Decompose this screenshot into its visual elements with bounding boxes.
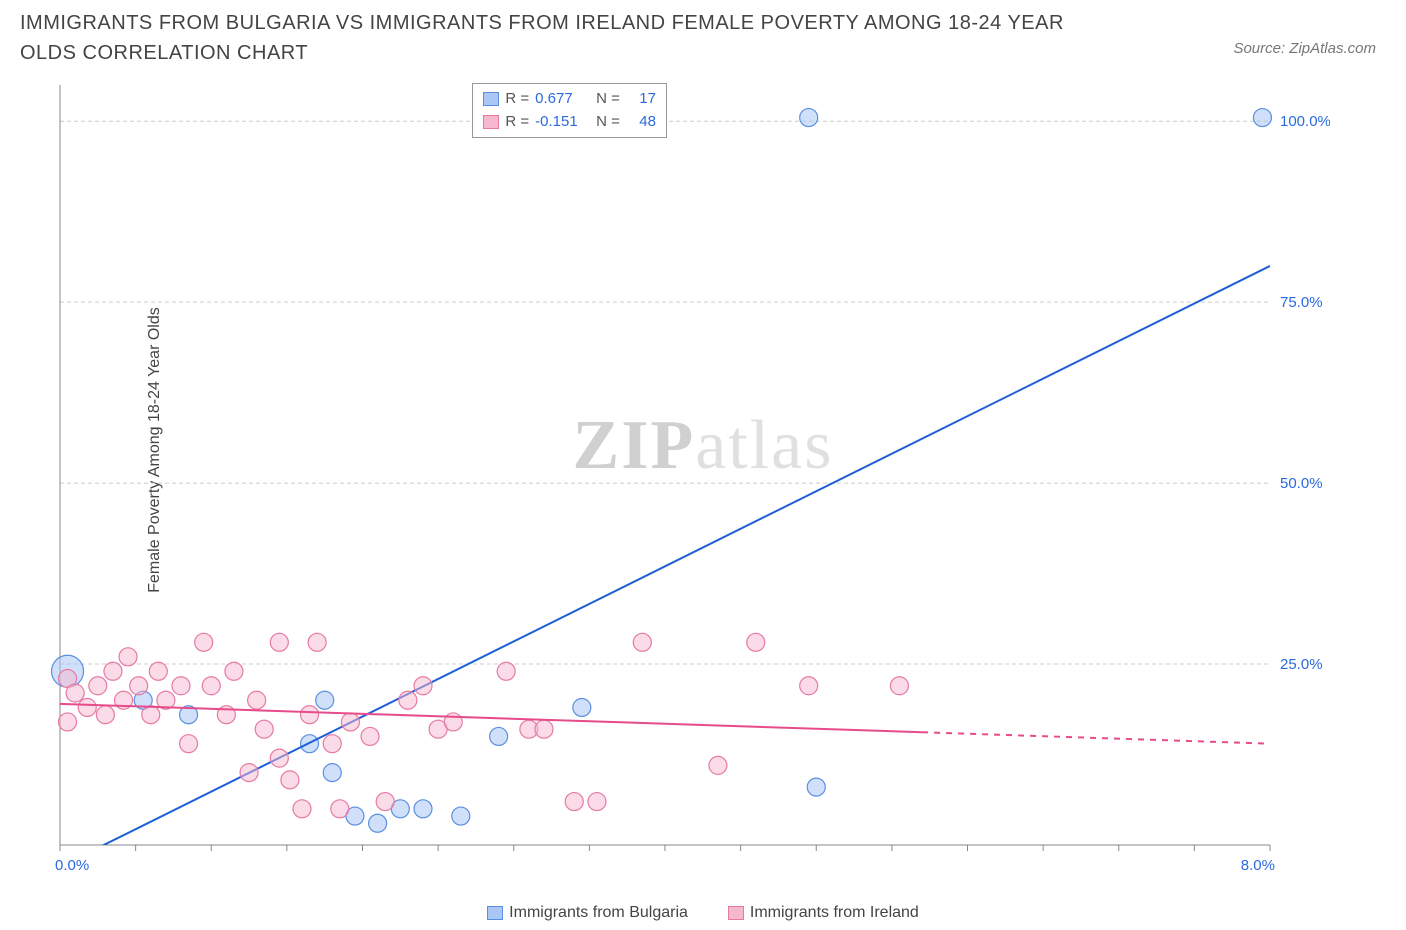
legend-row: R = 0.677 N = 17: [483, 88, 656, 111]
legend-swatch: [483, 92, 499, 106]
legend-swatch: [728, 906, 744, 920]
r-value: 0.677: [535, 88, 590, 111]
svg-text:100.0%: 100.0%: [1280, 113, 1330, 130]
source-label: Source: ZipAtlas.com: [1233, 40, 1376, 57]
svg-text:75.0%: 75.0%: [1280, 294, 1323, 311]
n-value: 17: [626, 88, 656, 111]
correlation-legend: R = 0.677 N = 17 R = -0.151 N = 48: [472, 83, 667, 138]
n-value: 48: [626, 111, 656, 134]
svg-text:25.0%: 25.0%: [1280, 656, 1323, 673]
svg-text:8.0%: 8.0%: [1241, 857, 1275, 874]
r-label: R =: [505, 88, 529, 111]
legend-swatch: [487, 906, 503, 920]
series-legend-item: Immigrants from Bulgaria: [487, 904, 688, 922]
svg-text:0.0%: 0.0%: [55, 857, 89, 874]
svg-text:50.0%: 50.0%: [1280, 475, 1323, 492]
r-label: R =: [505, 111, 529, 134]
series-legend: Immigrants from Bulgaria Immigrants from …: [0, 904, 1406, 922]
series-legend-item: Immigrants from Ireland: [728, 904, 919, 922]
r-value: -0.151: [535, 111, 590, 134]
chart-title: IMMIGRANTS FROM BULGARIA VS IMMIGRANTS F…: [20, 8, 1120, 68]
series-label: Immigrants from Ireland: [750, 904, 919, 922]
scatter-plot: 25.0% 50.0% 75.0% 100.0% 0.0% 8.0%: [50, 80, 1330, 880]
n-label: N =: [596, 88, 620, 111]
series-label: Immigrants from Bulgaria: [509, 904, 688, 922]
n-label: N =: [596, 111, 620, 134]
legend-row: R = -0.151 N = 48: [483, 111, 656, 134]
legend-swatch: [483, 115, 499, 129]
